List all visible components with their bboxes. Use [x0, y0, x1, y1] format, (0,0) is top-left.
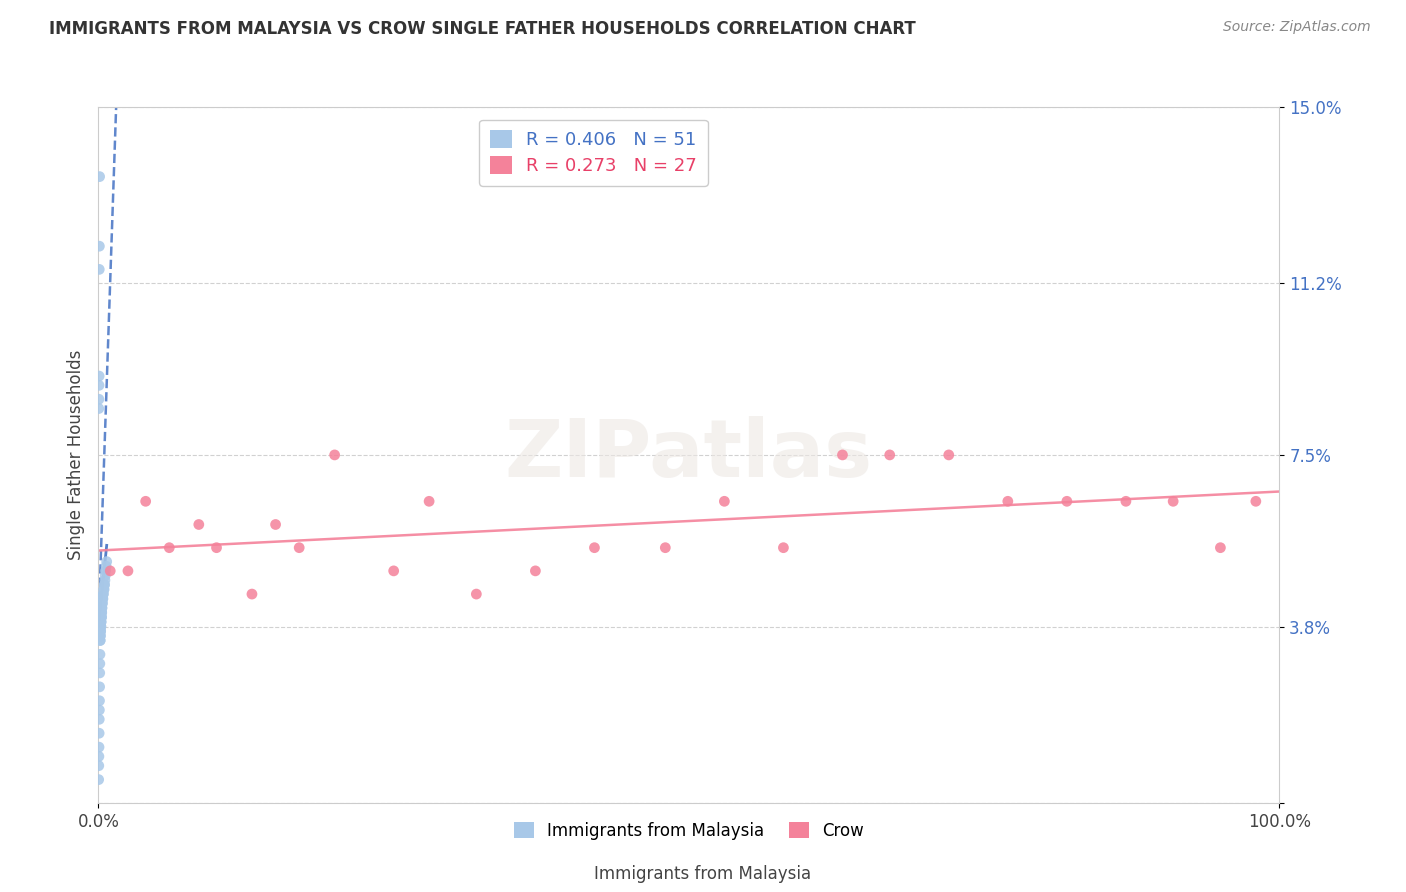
- Text: IMMIGRANTS FROM MALAYSIA VS CROW SINGLE FATHER HOUSEHOLDS CORRELATION CHART: IMMIGRANTS FROM MALAYSIA VS CROW SINGLE …: [49, 20, 915, 37]
- Point: [465, 587, 488, 601]
- Point: [93, 582, 115, 597]
- Point: [772, 541, 794, 555]
- Point: [1115, 494, 1137, 508]
- Point: [89, 657, 111, 671]
- Point: [90, 624, 112, 639]
- Point: [89, 633, 111, 648]
- Point: [89, 629, 111, 643]
- Point: [157, 541, 180, 555]
- Point: [87, 749, 110, 764]
- Point: [135, 494, 157, 508]
- Text: Immigrants from Malaysia: Immigrants from Malaysia: [595, 865, 811, 883]
- Point: [87, 392, 110, 407]
- Point: [91, 596, 114, 610]
- Point: [288, 541, 311, 555]
- Point: [94, 564, 117, 578]
- Point: [382, 564, 405, 578]
- Point: [89, 703, 111, 717]
- Point: [94, 573, 117, 587]
- Legend: Immigrants from Malaysia, Crow: Immigrants from Malaysia, Crow: [508, 815, 870, 847]
- Point: [524, 564, 547, 578]
- Point: [90, 606, 112, 620]
- Point: [89, 726, 111, 740]
- Point: [240, 587, 263, 601]
- Point: [90, 615, 112, 629]
- Point: [1209, 541, 1232, 555]
- Point: [98, 564, 121, 578]
- Point: [89, 629, 111, 643]
- Point: [205, 541, 228, 555]
- Point: [87, 378, 110, 392]
- Point: [87, 772, 110, 787]
- Point: [90, 610, 112, 624]
- Point: [90, 619, 112, 633]
- Point: [90, 619, 112, 633]
- Point: [89, 712, 111, 726]
- Point: [938, 448, 960, 462]
- Point: [1244, 494, 1267, 508]
- Point: [654, 541, 676, 555]
- Point: [89, 648, 111, 662]
- Point: [91, 601, 114, 615]
- Point: [89, 665, 111, 680]
- Point: [89, 262, 111, 277]
- Point: [93, 587, 115, 601]
- Point: [879, 448, 901, 462]
- Point: [93, 578, 115, 592]
- Point: [90, 610, 112, 624]
- Point: [87, 758, 110, 772]
- Point: [89, 169, 111, 184]
- Point: [89, 239, 111, 253]
- Point: [90, 606, 112, 620]
- Point: [89, 680, 111, 694]
- Point: [90, 601, 112, 615]
- Point: [90, 624, 112, 639]
- Point: [94, 559, 117, 574]
- Point: [91, 591, 114, 606]
- Point: [91, 596, 114, 610]
- Point: [713, 494, 735, 508]
- Point: [831, 448, 853, 462]
- Point: [87, 401, 110, 416]
- Point: [418, 494, 440, 508]
- Point: [90, 610, 112, 624]
- Point: [87, 740, 110, 755]
- Point: [89, 694, 111, 708]
- Point: [93, 582, 115, 597]
- Point: [583, 541, 606, 555]
- Point: [187, 517, 209, 532]
- Point: [91, 587, 114, 601]
- Point: [323, 448, 346, 462]
- Point: [117, 564, 139, 578]
- Point: [1161, 494, 1184, 508]
- Point: [96, 555, 118, 569]
- Point: [91, 591, 114, 606]
- Y-axis label: Single Father Households: Single Father Households: [66, 350, 84, 560]
- Point: [264, 517, 287, 532]
- Text: ZIPatlas: ZIPatlas: [505, 416, 873, 494]
- Point: [997, 494, 1019, 508]
- Point: [93, 578, 115, 592]
- Text: Source: ZipAtlas.com: Source: ZipAtlas.com: [1223, 20, 1371, 34]
- Point: [89, 369, 111, 384]
- Point: [1056, 494, 1078, 508]
- Point: [89, 633, 111, 648]
- Point: [90, 615, 112, 629]
- Point: [94, 568, 117, 582]
